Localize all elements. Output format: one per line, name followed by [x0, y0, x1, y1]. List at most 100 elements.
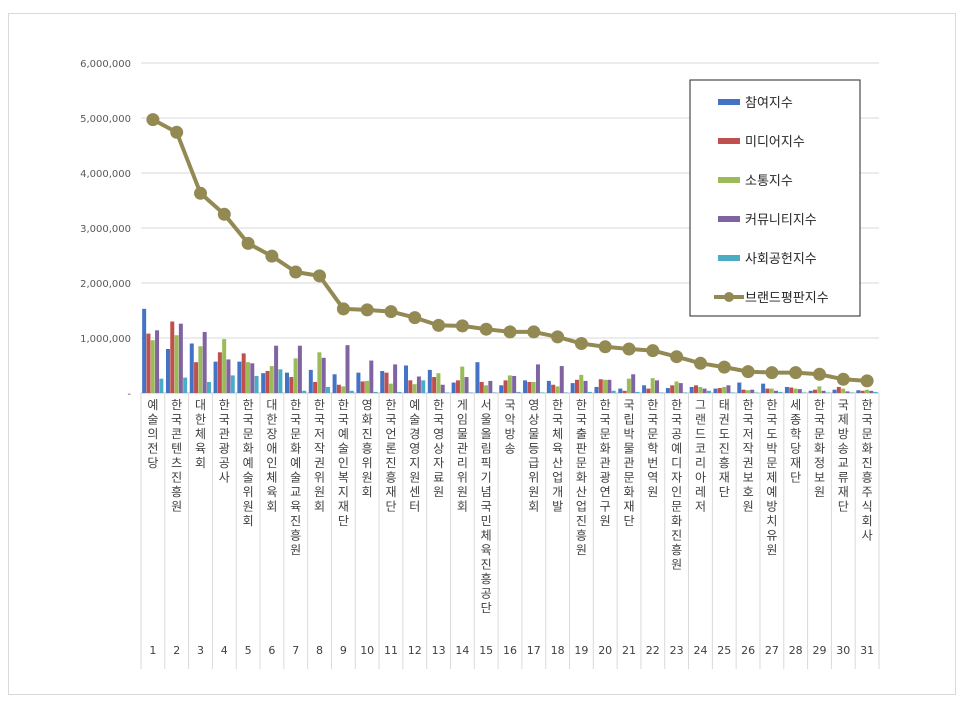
bar-5-15: [492, 392, 497, 393]
line-point-12: [408, 311, 422, 325]
y-tick-label: 4,000,000: [80, 169, 131, 180]
bar-4-10: [369, 360, 374, 393]
bar-3-25: [722, 386, 727, 393]
bar-1-1: [142, 308, 147, 393]
y-tick-label: 6,000,000: [80, 59, 131, 70]
line-point-8: [313, 269, 326, 283]
bar-1-9: [332, 374, 337, 393]
bar-5-20: [611, 390, 616, 393]
legend-swatch-3: [718, 177, 740, 183]
line-point-14: [455, 319, 469, 333]
bar-2-5: [241, 353, 246, 393]
bar-4-27: [774, 390, 779, 393]
bar-3-21: [626, 378, 631, 393]
bar-2-25: [717, 388, 722, 393]
bar-5-9: [349, 390, 354, 393]
bar-5-21: [635, 391, 640, 393]
bar-4-30: [845, 391, 850, 393]
category-number: 17: [527, 644, 541, 657]
bar-1-7: [284, 372, 289, 393]
line-point-19: [574, 337, 588, 350]
bar-3-20: [603, 379, 608, 393]
line-point-5: [241, 236, 255, 250]
bar-2-2: [170, 321, 175, 393]
bar-1-17: [523, 380, 528, 393]
bar-3-7: [293, 358, 298, 393]
bar-1-8: [308, 369, 313, 393]
bar-4-26: [750, 389, 755, 393]
bar-5-16: [516, 391, 521, 393]
bar-2-21: [622, 390, 627, 393]
bar-5-25: [730, 392, 735, 393]
bar-5-28: [802, 392, 807, 393]
y-tick-label: 2,000,000: [80, 279, 131, 290]
legend-swatch-5: [718, 255, 740, 261]
bar-2-8: [313, 382, 318, 393]
legend-label-6: 브랜드평판지수: [745, 291, 829, 306]
legend-label-4: 커뮤니티지수: [745, 213, 817, 228]
bar-2-27: [765, 388, 770, 393]
bar-5-2: [183, 377, 188, 393]
bar-2-7: [289, 377, 294, 393]
bar-4-12: [416, 376, 421, 393]
line-point-1: [146, 113, 160, 127]
category-number: 27: [765, 644, 779, 657]
bar-2-30: [836, 386, 841, 393]
legend-box: [689, 79, 861, 317]
bar-4-17: [535, 364, 540, 393]
bar-2-10: [360, 381, 365, 393]
category-number: 26: [741, 644, 755, 657]
line-point-2: [170, 125, 184, 139]
bar-4-31: [869, 390, 874, 393]
bar-3-3: [198, 346, 203, 393]
category-number: 8: [316, 644, 323, 657]
bar-1-6: [261, 373, 266, 393]
category-number: 25: [717, 644, 731, 657]
bar-4-5: [250, 363, 255, 393]
bar-3-1: [150, 340, 155, 393]
category-number: 19: [574, 644, 588, 657]
bar-5-22: [659, 392, 664, 393]
bar-5-18: [564, 392, 569, 393]
line-point-30: [836, 372, 850, 386]
line-point-25: [717, 360, 731, 374]
bar-2-24: [694, 385, 698, 393]
line-point-4: [217, 207, 231, 221]
line-series: [146, 113, 874, 388]
category-number: 2: [173, 644, 180, 657]
bar-5-19: [587, 391, 592, 393]
bar-2-14: [455, 380, 460, 393]
category-number: 9: [340, 644, 347, 657]
bar-2-1: [146, 333, 151, 393]
bar-1-4: [213, 361, 218, 393]
bar-4-22: [654, 380, 659, 393]
bar-2-6: [265, 371, 270, 393]
category-number: 15: [479, 644, 493, 657]
bar-2-11: [384, 372, 389, 393]
bar-5-26: [754, 392, 759, 393]
bar-1-12: [404, 365, 409, 393]
bar-2-28: [789, 387, 794, 393]
bar-2-16: [503, 380, 508, 393]
bar-3-5: [245, 362, 250, 393]
bar-4-19: [583, 380, 588, 393]
bar-5-1: [159, 378, 164, 393]
bar-1-24: [689, 386, 694, 393]
category-number: 14: [455, 644, 469, 657]
bar-1-11: [380, 371, 385, 393]
category-number: 13: [432, 644, 446, 657]
category-number: 24: [694, 644, 708, 657]
line-point-23: [670, 350, 684, 364]
gridlines: [141, 62, 879, 394]
bar-2-19: [574, 379, 579, 393]
